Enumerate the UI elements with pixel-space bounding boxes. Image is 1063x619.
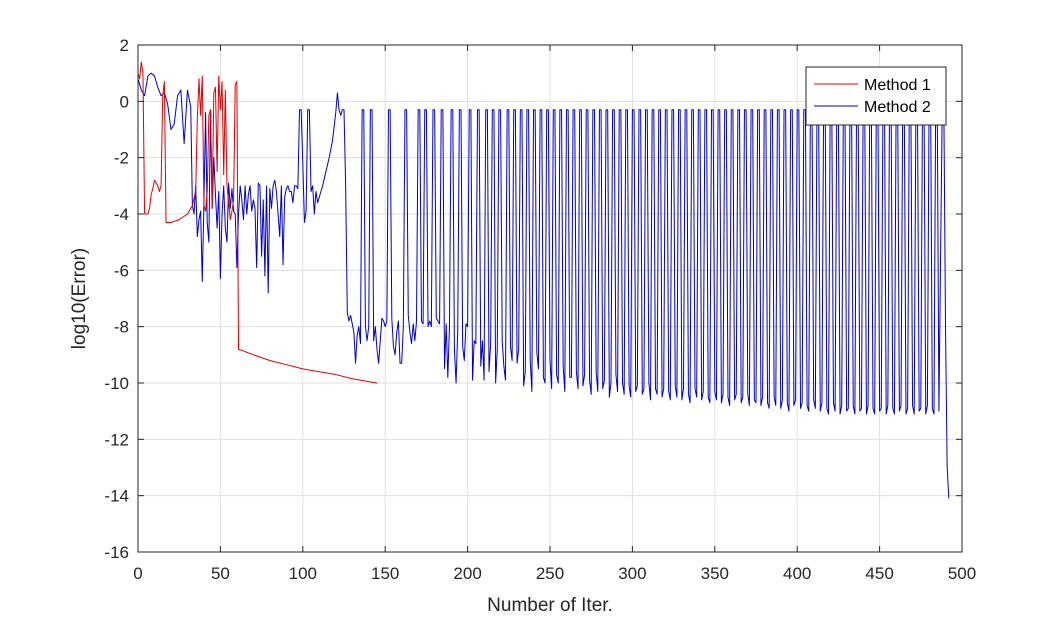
series-layer bbox=[137, 61, 950, 499]
x-tick-label: 0 bbox=[133, 564, 142, 583]
legend-entry: Method 1 bbox=[864, 77, 931, 94]
x-tick-label: 50 bbox=[211, 564, 230, 583]
y-tick-label: 2 bbox=[120, 36, 129, 55]
x-tick-label: 350 bbox=[701, 564, 729, 583]
series-line-method-1 bbox=[137, 61, 378, 384]
y-axis-label: log10(Error) bbox=[69, 248, 90, 349]
legend-box bbox=[805, 66, 947, 126]
y-tick-label: -8 bbox=[114, 318, 129, 337]
x-tick-label: 500 bbox=[948, 564, 976, 583]
x-tick-label: 400 bbox=[783, 564, 811, 583]
x-tick-label: 100 bbox=[289, 564, 317, 583]
y-tick-label: -6 bbox=[114, 261, 129, 280]
y-tick-label: -2 bbox=[114, 149, 129, 168]
legend-entry: Method 2 bbox=[864, 99, 931, 116]
y-tick-label: -16 bbox=[104, 543, 129, 562]
x-tick-label: 300 bbox=[618, 564, 646, 583]
x-axis-label: Number of Iter. bbox=[487, 595, 613, 616]
x-tick-labels: 0 50 100 150 200 250 300 350 400 450 500 bbox=[133, 564, 976, 583]
y-tick-label: -12 bbox=[104, 430, 129, 449]
y-tick-label: -4 bbox=[114, 205, 129, 224]
x-tick-label: 250 bbox=[536, 564, 564, 583]
y-tick-label: 0 bbox=[120, 92, 129, 111]
y-tick-label: -14 bbox=[104, 487, 129, 506]
y-tick-label: -10 bbox=[104, 374, 129, 393]
y-tick-labels: -16 -14 -12 -10 -8 -6 -4 -2 0 2 bbox=[104, 36, 129, 562]
x-tick-label: 450 bbox=[865, 564, 893, 583]
legend: Method 1 Method 2 bbox=[805, 66, 947, 126]
series-line-method-2 bbox=[137, 72, 950, 499]
tick-marks bbox=[137, 44, 963, 553]
x-tick-label: 200 bbox=[453, 564, 481, 583]
x-tick-label: 150 bbox=[371, 564, 399, 583]
